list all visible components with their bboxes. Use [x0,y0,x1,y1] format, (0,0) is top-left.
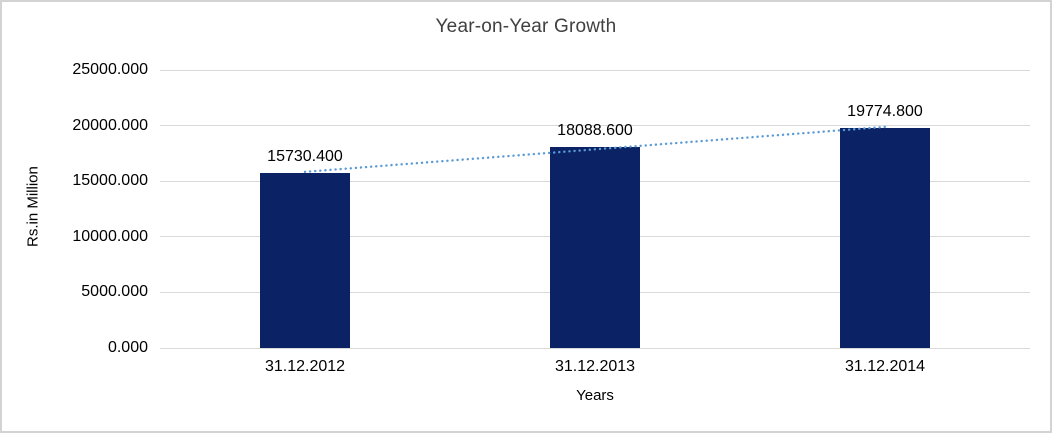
y-tick-label: 20000.000 [72,116,148,134]
x-tick-label: 31.12.2012 [264,358,346,375]
bar-value-label: 18088.600 [557,121,633,139]
y-axis-title: Rs.in Million [24,166,42,248]
y-tick-label: 5000.000 [81,283,148,301]
gridline [160,69,1030,71]
y-tick-label: 15000.000 [72,172,148,190]
gridline [160,125,1030,127]
bar [840,128,930,348]
x-tick-label: 31.12.2013 [554,358,636,375]
x-axis-title: Years [576,387,614,404]
gridline [160,347,1030,349]
bar [550,146,640,348]
bar-value-label: 15730.400 [267,148,343,166]
y-tick-label: 10000.000 [72,227,148,245]
trendline [303,125,887,174]
plot-area [160,69,1030,349]
y-tick-label: 25000.000 [72,61,148,78]
chart-title: Year-on-Year Growth [435,16,617,37]
y-tick-label: 0.000 [107,339,148,356]
bar-value-label: 19774.800 [847,103,923,121]
x-tick-label: 31.12.2014 [844,358,926,375]
bar [260,173,350,348]
